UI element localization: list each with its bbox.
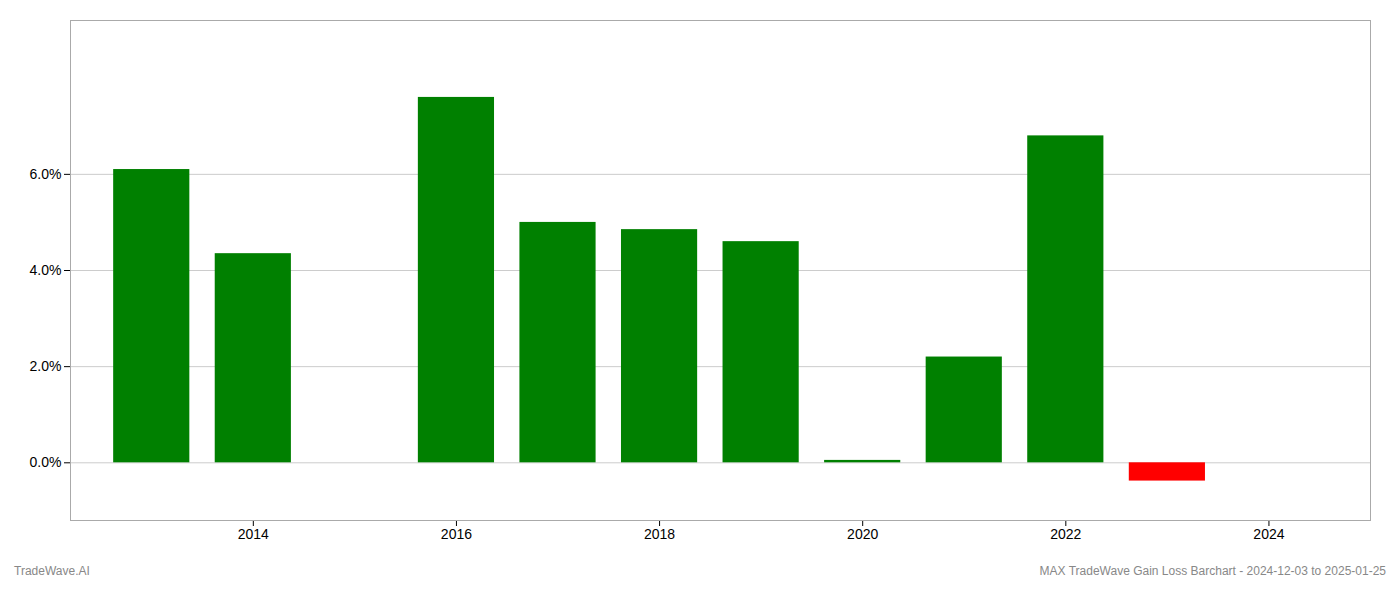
html-text:MAX TradeWave Gain Loss Barcha: MAX TradeWave Gain Loss Barchart - 2024-… (1039, 564, 1386, 578)
svg-text:6.0%: 6.0% (30, 166, 62, 182)
svg-text:2020: 2020 (847, 526, 878, 542)
svg-text:2.0%: 2.0% (30, 358, 62, 374)
svg-text:2018: 2018 (644, 526, 675, 542)
svg-text:2014: 2014 (238, 526, 269, 542)
html-text:TradeWave.AI: TradeWave.AI (14, 564, 90, 578)
svg-text:0.0%: 0.0% (30, 454, 62, 470)
svg-text:2022: 2022 (1050, 526, 1081, 542)
svg-text:4.0%: 4.0% (30, 262, 62, 278)
svg-text:2024: 2024 (1253, 526, 1284, 542)
svg-text:2016: 2016 (441, 526, 472, 542)
